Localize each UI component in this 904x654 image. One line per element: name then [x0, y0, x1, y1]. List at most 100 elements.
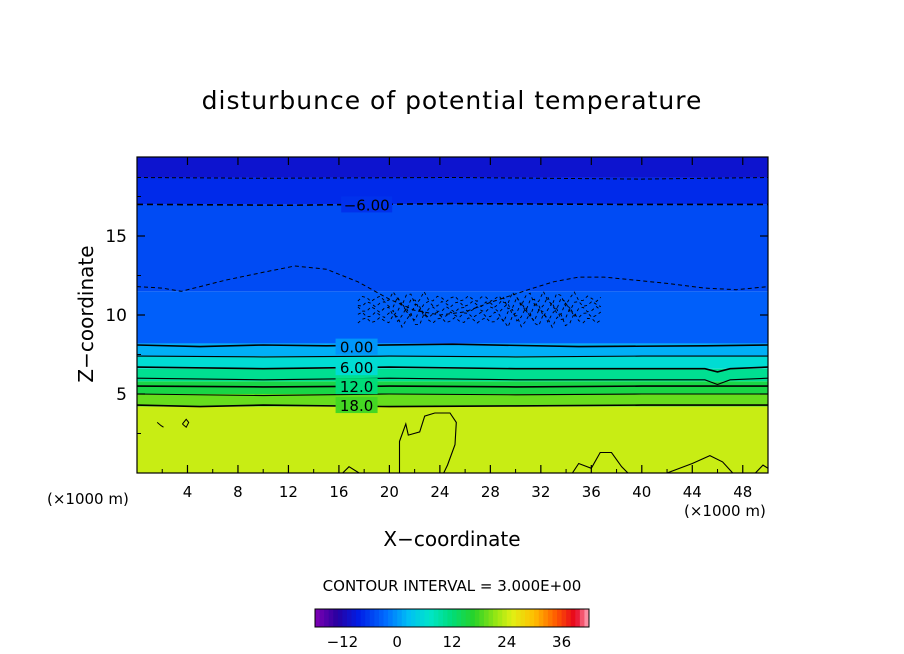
turbulent-contour-4	[357, 290, 602, 307]
colorbar-cell	[493, 609, 499, 627]
colorbar-cell	[360, 609, 366, 627]
contour-label-bg	[335, 359, 378, 376]
field-band-9	[137, 157, 768, 178]
x-tick-label: 12	[279, 483, 298, 501]
colorbar-cell	[342, 609, 348, 627]
field-band-1	[137, 394, 768, 407]
colorbar-cell	[515, 609, 521, 627]
turbulent-contour-2	[357, 301, 602, 318]
contour-interval-text: CONTOUR INTERVAL = 3.000E+00	[322, 577, 582, 595]
contour-label-bg	[335, 397, 378, 414]
colorbar-cell	[579, 609, 585, 627]
colorbar-cell	[388, 609, 394, 627]
x-unit-label-left: (×1000 m)	[47, 490, 129, 508]
contour-line-7	[137, 385, 768, 388]
x-tick-label: 4	[183, 483, 193, 501]
y-tick-label: 10	[105, 306, 127, 326]
x-tick-label: 36	[582, 483, 601, 501]
colorbar-cell	[461, 609, 467, 627]
colorbar-cell	[456, 609, 462, 627]
colorbar-cell	[383, 609, 389, 627]
field-band-6	[137, 291, 768, 344]
colorbar-tick-label: 36	[552, 633, 571, 651]
contour-line-14	[755, 464, 768, 473]
colorbar-cell	[424, 609, 430, 627]
colorbar-cell	[584, 609, 590, 627]
contour-line-10	[398, 412, 457, 473]
colorbar-cell	[415, 609, 421, 627]
turbulent-contour-0	[357, 312, 602, 329]
colorbar-cell	[452, 609, 458, 627]
colorbar-cell	[566, 609, 572, 627]
colorbar-cell	[561, 609, 567, 627]
x-tick-label: 24	[430, 483, 449, 501]
contour-label: 12.0	[340, 378, 373, 396]
contour-label: −6.00	[344, 196, 390, 214]
colorbar-cell	[365, 609, 371, 627]
field-band-2	[137, 381, 768, 394]
colorbar-cell	[483, 609, 490, 627]
field-band-8	[137, 177, 768, 205]
colorbar-cell	[470, 609, 476, 627]
colorbar-cell	[438, 609, 444, 627]
x-tick-label: 8	[233, 483, 243, 501]
colorbar-cell	[538, 609, 544, 627]
colorbar-cell	[337, 609, 343, 627]
colorbar-cell	[392, 609, 398, 627]
color-field	[137, 157, 768, 473]
colorbar-cell	[315, 609, 321, 627]
x-tick-label: 40	[632, 483, 651, 501]
colorbar-cell	[356, 609, 362, 627]
x-tick-label: 32	[531, 483, 550, 501]
colorbar-cell	[511, 609, 517, 627]
contour-label-bg	[335, 338, 378, 355]
x-axis-label: X−coordinate	[383, 527, 521, 551]
colorbar-cell	[520, 609, 526, 627]
colorbar-cell	[570, 609, 576, 627]
colorbar-tick-label: 24	[497, 633, 516, 651]
colorbar-cell	[401, 609, 407, 627]
colorbar-cell	[575, 609, 581, 627]
turbulent-contour-1	[357, 306, 602, 323]
field-band-7	[137, 204, 768, 292]
contour-label: 0.00	[340, 339, 373, 357]
field-band-3	[137, 368, 768, 382]
x-tick-label: 16	[329, 483, 348, 501]
colorbar-cell	[525, 609, 531, 627]
colorbar-cell	[420, 609, 426, 627]
chart-title: disturbunce of potential temperature	[201, 86, 703, 115]
colorbar-cell	[506, 609, 512, 627]
contour-line-0	[137, 176, 768, 180]
colorbar-cell	[319, 609, 325, 627]
colorbar-cell	[552, 609, 558, 627]
colorbar-tick-label: −12	[327, 633, 359, 651]
colorbar-cell	[529, 609, 535, 627]
contour-line-3	[137, 343, 768, 348]
contour-line-6	[137, 377, 768, 386]
colorbar-cell	[543, 609, 549, 627]
contour-line-13	[666, 454, 734, 473]
colorbar-cell	[406, 609, 412, 627]
small-contour-0	[182, 418, 190, 428]
colorbar-cell	[534, 609, 540, 627]
contour-line-8	[137, 393, 768, 397]
colorbar-cell	[502, 609, 508, 627]
field-band-4	[137, 356, 768, 369]
colorbar-cell	[378, 609, 384, 627]
colorbar-cell	[397, 609, 403, 627]
contour-line-11	[342, 466, 360, 473]
contour-line-4	[137, 355, 768, 358]
colorbar-tick-label: 12	[442, 633, 461, 651]
colorbar-cell	[497, 609, 503, 627]
contour-line-9	[137, 404, 768, 408]
colorbar-cell	[333, 609, 339, 627]
y-tick-label: 5	[116, 385, 127, 405]
contour-label-bg	[335, 378, 378, 395]
colorbar-cell	[479, 609, 485, 627]
colorbar-cell	[369, 609, 375, 627]
colorbar-cell	[429, 609, 435, 627]
colorbar-cell	[547, 609, 553, 627]
